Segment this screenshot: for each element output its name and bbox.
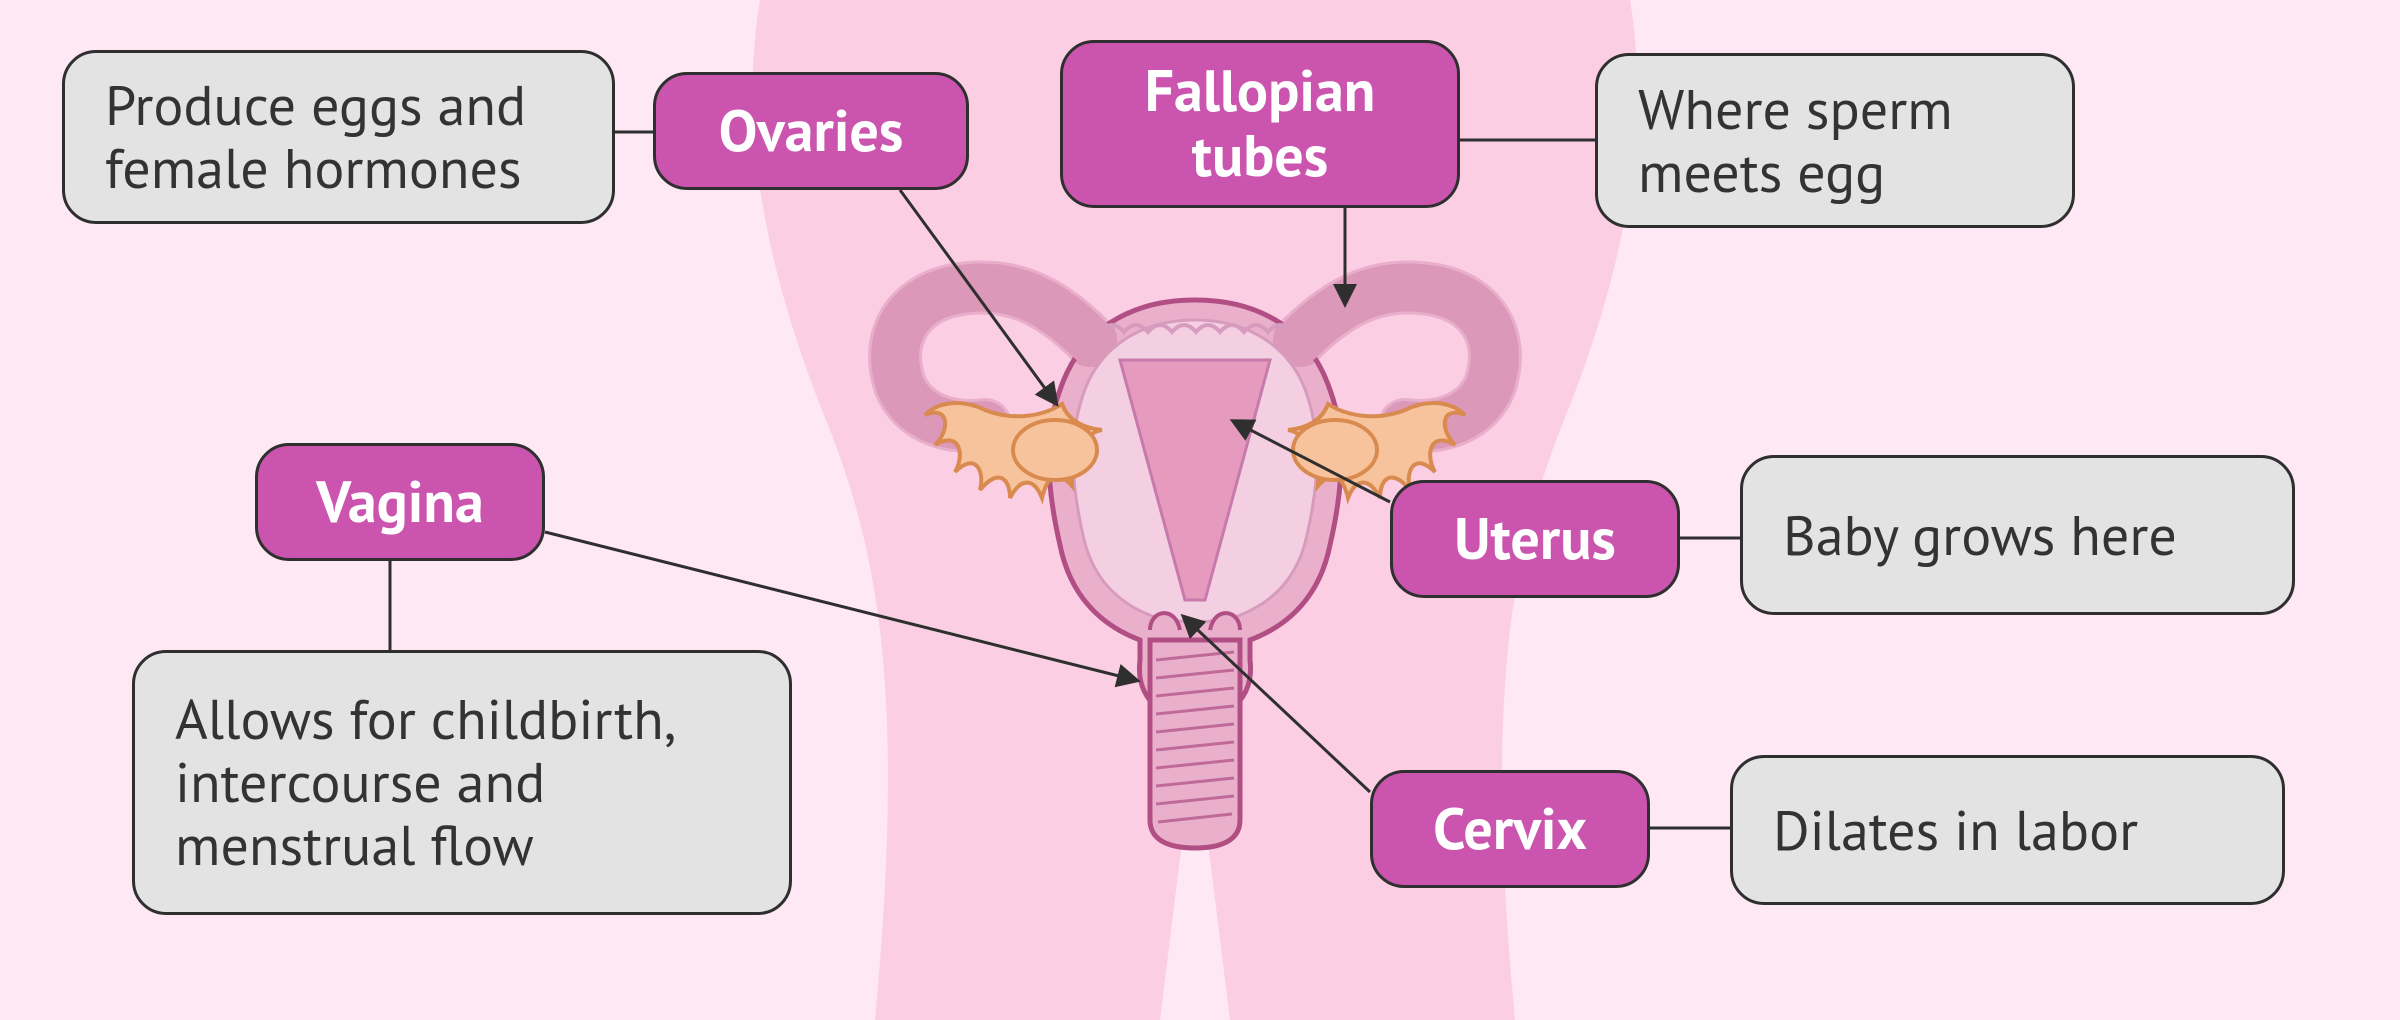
desc-ovaries: Produce eggs and female hormones (62, 50, 615, 224)
label-cervix: Cervix (1370, 770, 1650, 888)
desc-text: Produce eggs and female hormones (105, 74, 572, 199)
desc-text: Allows for childbirth, intercourse and m… (175, 688, 749, 876)
label-ovaries: Ovaries (653, 72, 969, 190)
desc-vagina: Allows for childbirth, intercourse and m… (132, 650, 792, 915)
label-text: Vagina (316, 470, 483, 535)
label-text: Fallopian tubes (1093, 59, 1427, 189)
label-fallopian-tubes: Fallopian tubes (1060, 40, 1460, 208)
desc-fallopian-tubes: Where sperm meets egg (1595, 53, 2075, 228)
desc-text: Baby grows here (1783, 504, 2177, 567)
label-uterus: Uterus (1390, 480, 1680, 598)
label-text: Cervix (1433, 797, 1587, 862)
desc-cervix: Dilates in labor (1730, 755, 2285, 905)
diagram-canvas: Ovaries Fallopian tubes Uterus Cervix Va… (0, 0, 2400, 1020)
desc-text: Where sperm meets egg (1638, 78, 2032, 203)
desc-uterus: Baby grows here (1740, 455, 2295, 615)
label-vagina: Vagina (255, 443, 545, 561)
desc-text: Dilates in labor (1773, 799, 2138, 862)
label-text: Ovaries (719, 99, 904, 164)
label-text: Uterus (1454, 507, 1616, 572)
